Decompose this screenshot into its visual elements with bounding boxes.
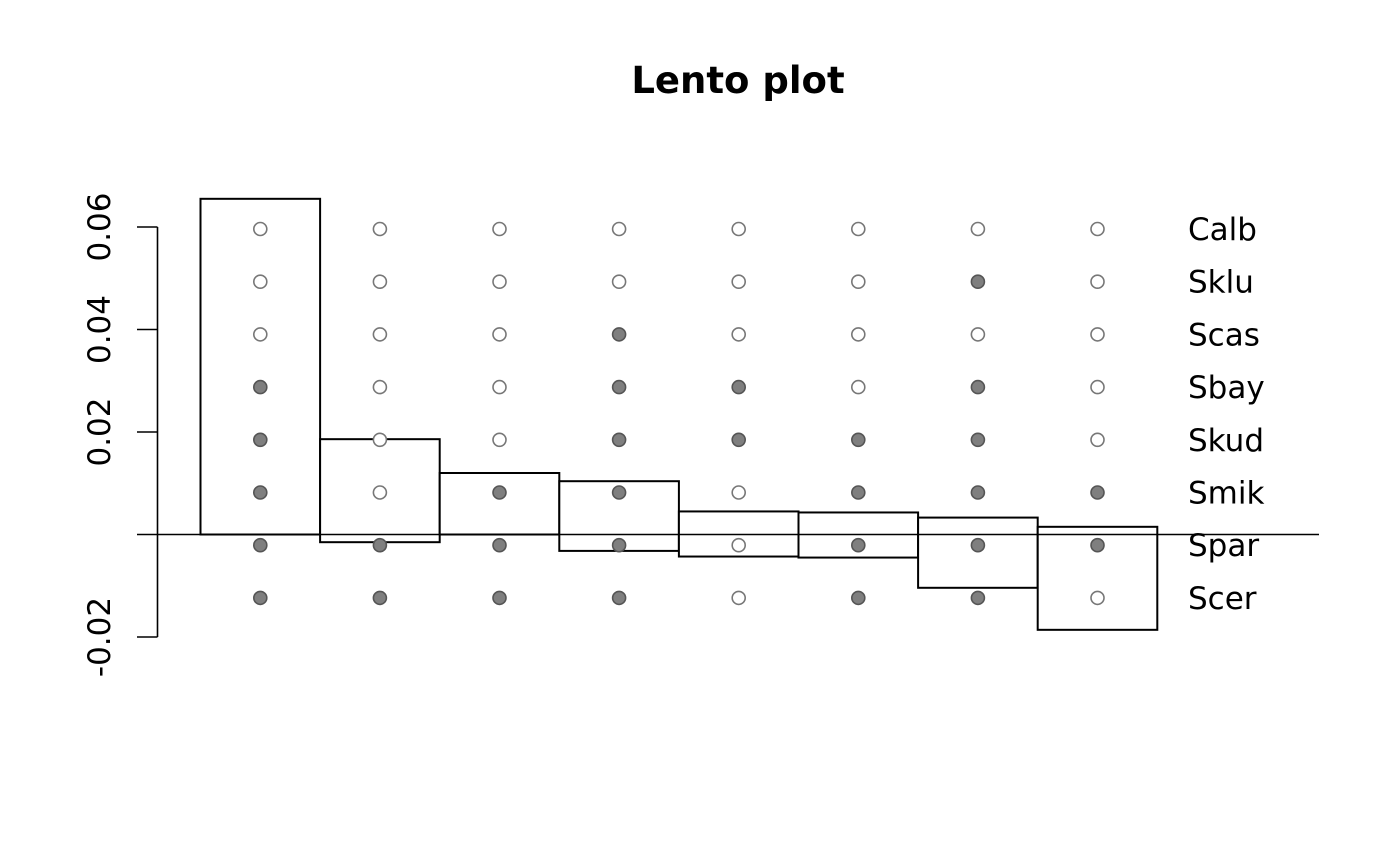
member-dot-split6-smik bbox=[850, 485, 866, 500]
y-tick-label-3: 0.06 bbox=[82, 192, 118, 261]
member-dot-split3-scer bbox=[492, 590, 507, 606]
nonmember-dot-split5-sklu bbox=[731, 274, 747, 290]
y-axis: -0.02 0.02 0.04 0.06 bbox=[82, 192, 159, 677]
nonmember-dot-split3-sklu bbox=[492, 274, 507, 290]
member-dot-split7-sbay bbox=[970, 379, 986, 395]
member-dot-split3-smik bbox=[492, 485, 507, 500]
member-dot-split1-skud bbox=[252, 432, 268, 448]
nonmember-dot-split5-spar bbox=[731, 537, 747, 553]
split-bar-3 bbox=[438, 472, 561, 536]
nonmember-dot-split6-scas bbox=[850, 327, 866, 342]
nonmember-dot-split6-sklu bbox=[850, 274, 866, 290]
nonmember-dot-split1-calb bbox=[252, 221, 268, 237]
nonmember-dot-split8-skud bbox=[1090, 432, 1105, 448]
member-dot-split7-scer bbox=[970, 590, 986, 606]
taxon-label-calb: Calb bbox=[1188, 212, 1257, 248]
nonmember-dot-split4-calb bbox=[611, 221, 627, 237]
member-dot-split6-spar bbox=[850, 537, 866, 553]
nonmember-dot-split4-sklu bbox=[611, 274, 627, 290]
taxon-label-scer: Scer bbox=[1188, 581, 1257, 617]
nonmember-dot-split2-sbay bbox=[372, 379, 388, 395]
taxon-label-smik: Smik bbox=[1188, 476, 1264, 512]
nonmember-dot-split3-calb bbox=[492, 221, 507, 237]
y-tick-label-2: 0.04 bbox=[82, 295, 118, 364]
nonmember-dot-split5-scas bbox=[731, 327, 747, 342]
member-dot-split3-spar bbox=[492, 537, 507, 553]
member-dot-split4-scer bbox=[611, 590, 627, 606]
nonmember-dot-split5-scer bbox=[731, 590, 747, 606]
nonmember-dot-split2-scas bbox=[372, 327, 388, 342]
taxon-label-sklu: Sklu bbox=[1188, 265, 1254, 301]
taxon-label-skud: Skud bbox=[1188, 423, 1264, 459]
nonmember-dot-split6-calb bbox=[850, 221, 866, 237]
member-dot-split4-spar bbox=[611, 537, 627, 553]
nonmember-dot-split8-scer bbox=[1090, 590, 1105, 606]
nonmember-dot-split7-calb bbox=[970, 221, 986, 237]
member-dot-split6-scer bbox=[850, 590, 866, 606]
taxon-label-sbay: Sbay bbox=[1188, 370, 1265, 406]
member-dot-split7-spar bbox=[970, 537, 986, 553]
member-dot-split4-scas bbox=[611, 327, 627, 342]
member-dot-split4-sbay bbox=[611, 379, 627, 395]
nonmember-dot-split2-skud bbox=[372, 432, 388, 448]
nonmember-dot-split3-sbay bbox=[492, 379, 507, 395]
taxon-label-spar: Spar bbox=[1188, 528, 1259, 564]
membership-dots-layer bbox=[252, 221, 1105, 606]
member-dot-split5-sbay bbox=[731, 379, 747, 395]
member-dot-split2-spar bbox=[372, 537, 388, 553]
nonmember-dot-split5-calb bbox=[731, 221, 747, 237]
y-tick-label-1: 0.02 bbox=[82, 397, 118, 466]
nonmember-dot-split8-sklu bbox=[1090, 274, 1105, 290]
member-dot-split7-skud bbox=[970, 432, 986, 448]
member-dot-split1-spar bbox=[252, 537, 268, 553]
split-bar-7 bbox=[917, 516, 1039, 589]
split-bar-8 bbox=[1036, 525, 1159, 631]
member-dot-split4-skud bbox=[611, 432, 627, 448]
nonmember-dot-split8-sbay bbox=[1090, 379, 1105, 395]
member-dot-split5-skud bbox=[731, 432, 747, 448]
member-dot-split1-scer bbox=[252, 590, 268, 606]
y-tick-label-0: -0.02 bbox=[82, 597, 118, 677]
nonmember-dot-split3-scas bbox=[492, 327, 507, 342]
member-dot-split8-smik bbox=[1090, 485, 1105, 500]
nonmember-dot-split5-smik bbox=[731, 485, 747, 500]
nonmember-dot-split2-calb bbox=[372, 221, 388, 237]
member-dot-split7-smik bbox=[970, 485, 986, 500]
split-bar-1 bbox=[199, 197, 322, 536]
nonmember-dot-split7-scas bbox=[970, 327, 986, 342]
nonmember-dot-split1-scas bbox=[252, 327, 268, 342]
nonmember-dot-split3-skud bbox=[492, 432, 507, 448]
member-dot-split8-spar bbox=[1090, 537, 1105, 553]
bars-layer bbox=[199, 197, 1159, 631]
nonmember-dot-split2-smik bbox=[372, 485, 388, 500]
member-dot-split6-skud bbox=[850, 432, 866, 448]
member-dot-split2-scer bbox=[372, 590, 388, 606]
member-dot-split1-sbay bbox=[252, 379, 268, 395]
taxon-label-scas: Scas bbox=[1188, 317, 1260, 353]
nonmember-dot-split2-sklu bbox=[372, 274, 388, 290]
nonmember-dot-split1-sklu bbox=[252, 274, 268, 290]
member-dot-split4-smik bbox=[611, 485, 627, 500]
member-dot-split7-sklu bbox=[970, 274, 986, 290]
nonmember-dot-split8-calb bbox=[1090, 221, 1105, 237]
member-dot-split1-smik bbox=[252, 485, 268, 500]
nonmember-dot-split6-sbay bbox=[850, 379, 866, 395]
nonmember-dot-split8-scas bbox=[1090, 327, 1105, 342]
chart-title: Lento plot bbox=[631, 59, 844, 102]
taxa-labels: Calb Sklu Scas Sbay Skud Smik Spar Scer bbox=[1188, 212, 1265, 617]
